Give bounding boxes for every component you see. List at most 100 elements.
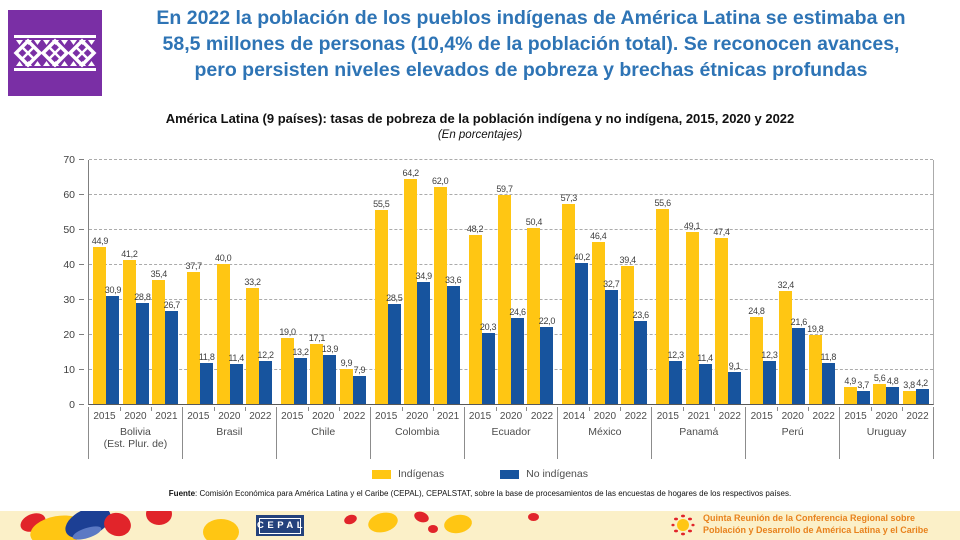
bar-indigenas: 35,4 (151, 269, 167, 404)
country-group-5: 57,3 40,2 46,4 32,7 39,4 23,6 (558, 160, 652, 404)
bar-value-label: 5,6 (873, 373, 886, 384)
bar-pair: 57,3 40,2 (561, 193, 590, 404)
bar-no-indigenas: 21,6 (791, 317, 807, 404)
bar-pair: 5,6 4,8 (873, 373, 900, 404)
country-label: Bolivia (Est. Plur. de) (89, 426, 182, 451)
x-axis-tick (495, 406, 497, 411)
country-label: Chile (277, 426, 370, 439)
year-label: 2021 (155, 410, 178, 422)
bar-pair: 4,9 3,7 (843, 376, 870, 404)
x-axis-tick (150, 406, 152, 411)
bar-pair: 55,5 28,5 (373, 199, 403, 404)
x-axis-tick (683, 406, 685, 411)
bar-pair: 33,2 12,2 (244, 277, 274, 404)
country-label-line: Perú (781, 425, 804, 438)
bar-value-label: 24,6 (509, 306, 526, 317)
y-axis-label: 20 (63, 329, 75, 341)
source-text: : Comisión Económica para América Latina… (195, 489, 792, 498)
y-axis-tick (79, 229, 84, 230)
bar-value-label: 55,5 (373, 198, 390, 209)
year-label: 2020 (218, 410, 241, 422)
bar-indigenas: 39,4 (620, 255, 636, 404)
bar-value-label: 28,5 (386, 293, 403, 304)
bar-value-label: 11,4 (228, 353, 244, 364)
country-label-line: México (588, 425, 622, 438)
bar-pair: 17,1 13,9 (309, 333, 338, 404)
country-group-8: 4,9 3,7 5,6 4,8 3,8 4,2 (839, 160, 933, 404)
year-labels: 2015 2020 2021 (371, 411, 464, 422)
bar-value-label: 49,1 (683, 221, 701, 232)
bar-pair: 32,4 21,6 (778, 280, 807, 404)
y-axis-label: 50 (63, 224, 75, 236)
decorative-ellipse-red (528, 513, 539, 521)
year-label: 2015 (656, 410, 679, 422)
bar-no-indigenas: 13,9 (322, 344, 338, 404)
decorative-ellipse-red (342, 513, 359, 526)
x-axis-tick (213, 406, 215, 411)
country-label: Ecuador (465, 426, 558, 439)
bar-indigenas: 4,9 (843, 376, 857, 404)
bar-pair: 19,0 13,2 (279, 327, 309, 404)
bar-indigenas: 47,4 (713, 227, 730, 404)
year-label: 2015 (844, 410, 867, 422)
x-axis-tick (244, 406, 246, 411)
x-axis-tick (526, 406, 528, 411)
decorative-ellipse-red (412, 511, 431, 525)
bar-value-label: 59,7 (496, 184, 513, 194)
bar-value-label: 48,2 (466, 224, 484, 235)
y-axis-label: 30 (63, 294, 75, 306)
slide-title-line-2: 58,5 millones de personas (10,4% de la p… (162, 33, 900, 56)
country-label-line: Ecuador (491, 425, 531, 438)
year-label: 2020 (875, 410, 898, 422)
bar-value-label: 47,4 (713, 227, 730, 238)
bar-groups: 44,9 30,9 41,2 28,8 35,4 26,7 37,7 11,8 40,0 11,4… (89, 160, 933, 404)
bar-value-label: 3,7 (857, 380, 869, 390)
slide-title-line-1: En 2022 la población de los pueblos indí… (156, 7, 906, 29)
bar-indigenas: 37,7 (186, 261, 202, 404)
bar-no-indigenas: 3,7 (856, 380, 870, 404)
slide-title-line-3: pero persisten niveles elevados de pobre… (194, 59, 868, 82)
bar-no-indigenas: 30,9 (105, 285, 121, 404)
country-label-line: (Est. Plur. de) (103, 438, 168, 451)
bar-value-label: 64,2 (402, 168, 420, 179)
year-labels: 2015 2020 2022 (465, 411, 558, 422)
year-label: 2022 (906, 410, 929, 422)
bar-pair: 46,4 32,7 (590, 231, 620, 404)
bar-value-label: 4,8 (886, 376, 899, 387)
x-axis-tick (401, 406, 403, 411)
country-label: Uruguay (840, 426, 933, 439)
bar-indigenas: 40,0 (215, 253, 232, 404)
gridline (89, 264, 933, 265)
bar-no-indigenas: 34,9 (416, 271, 432, 404)
bar-value-label: 40,0 (214, 253, 232, 263)
decorative-ellipse-red (146, 511, 172, 525)
bar-value-label: 19,0 (279, 326, 296, 337)
bar-value-label: 9,1 (728, 361, 741, 372)
bar-value-label: 13,2 (292, 346, 309, 357)
x-axis-tick (808, 406, 810, 411)
bar-indigenas: 9,9 (339, 358, 353, 404)
y-axis-label: 40 (63, 259, 75, 271)
bar-no-indigenas: 12,3 (667, 350, 684, 404)
bar-indigenas: 59,7 (496, 184, 513, 404)
y-axis-tick (79, 404, 84, 405)
bar-no-indigenas: 13,2 (292, 347, 309, 404)
bar-pair: 62,0 33,6 (432, 176, 462, 404)
year-label: 2015 (281, 410, 304, 422)
source-label: Fuente (168, 489, 196, 498)
bar-pair: 37,7 11,8 (186, 261, 215, 404)
year-label: 2021 (687, 410, 710, 422)
bar-value-label: 13,9 (321, 344, 339, 355)
y-axis-tick (79, 159, 84, 160)
year-label: 2022 (343, 410, 366, 422)
bar-no-indigenas: 32,7 (603, 279, 620, 404)
bar-pair: 41,2 28,8 (121, 249, 151, 404)
bar-pair: 49,1 11,4 (684, 221, 713, 404)
x-axis-group-5: 2014 2020 2022 México (557, 406, 651, 459)
year-label: 2020 (406, 410, 429, 422)
year-label: 2020 (124, 410, 147, 422)
bar-value-label: 4,2 (916, 378, 928, 389)
x-axis-group-6: 2015 2021 2022 Panamá (651, 406, 745, 459)
bar-no-indigenas: 33,6 (445, 275, 462, 404)
y-axis-label: 10 (63, 364, 75, 376)
